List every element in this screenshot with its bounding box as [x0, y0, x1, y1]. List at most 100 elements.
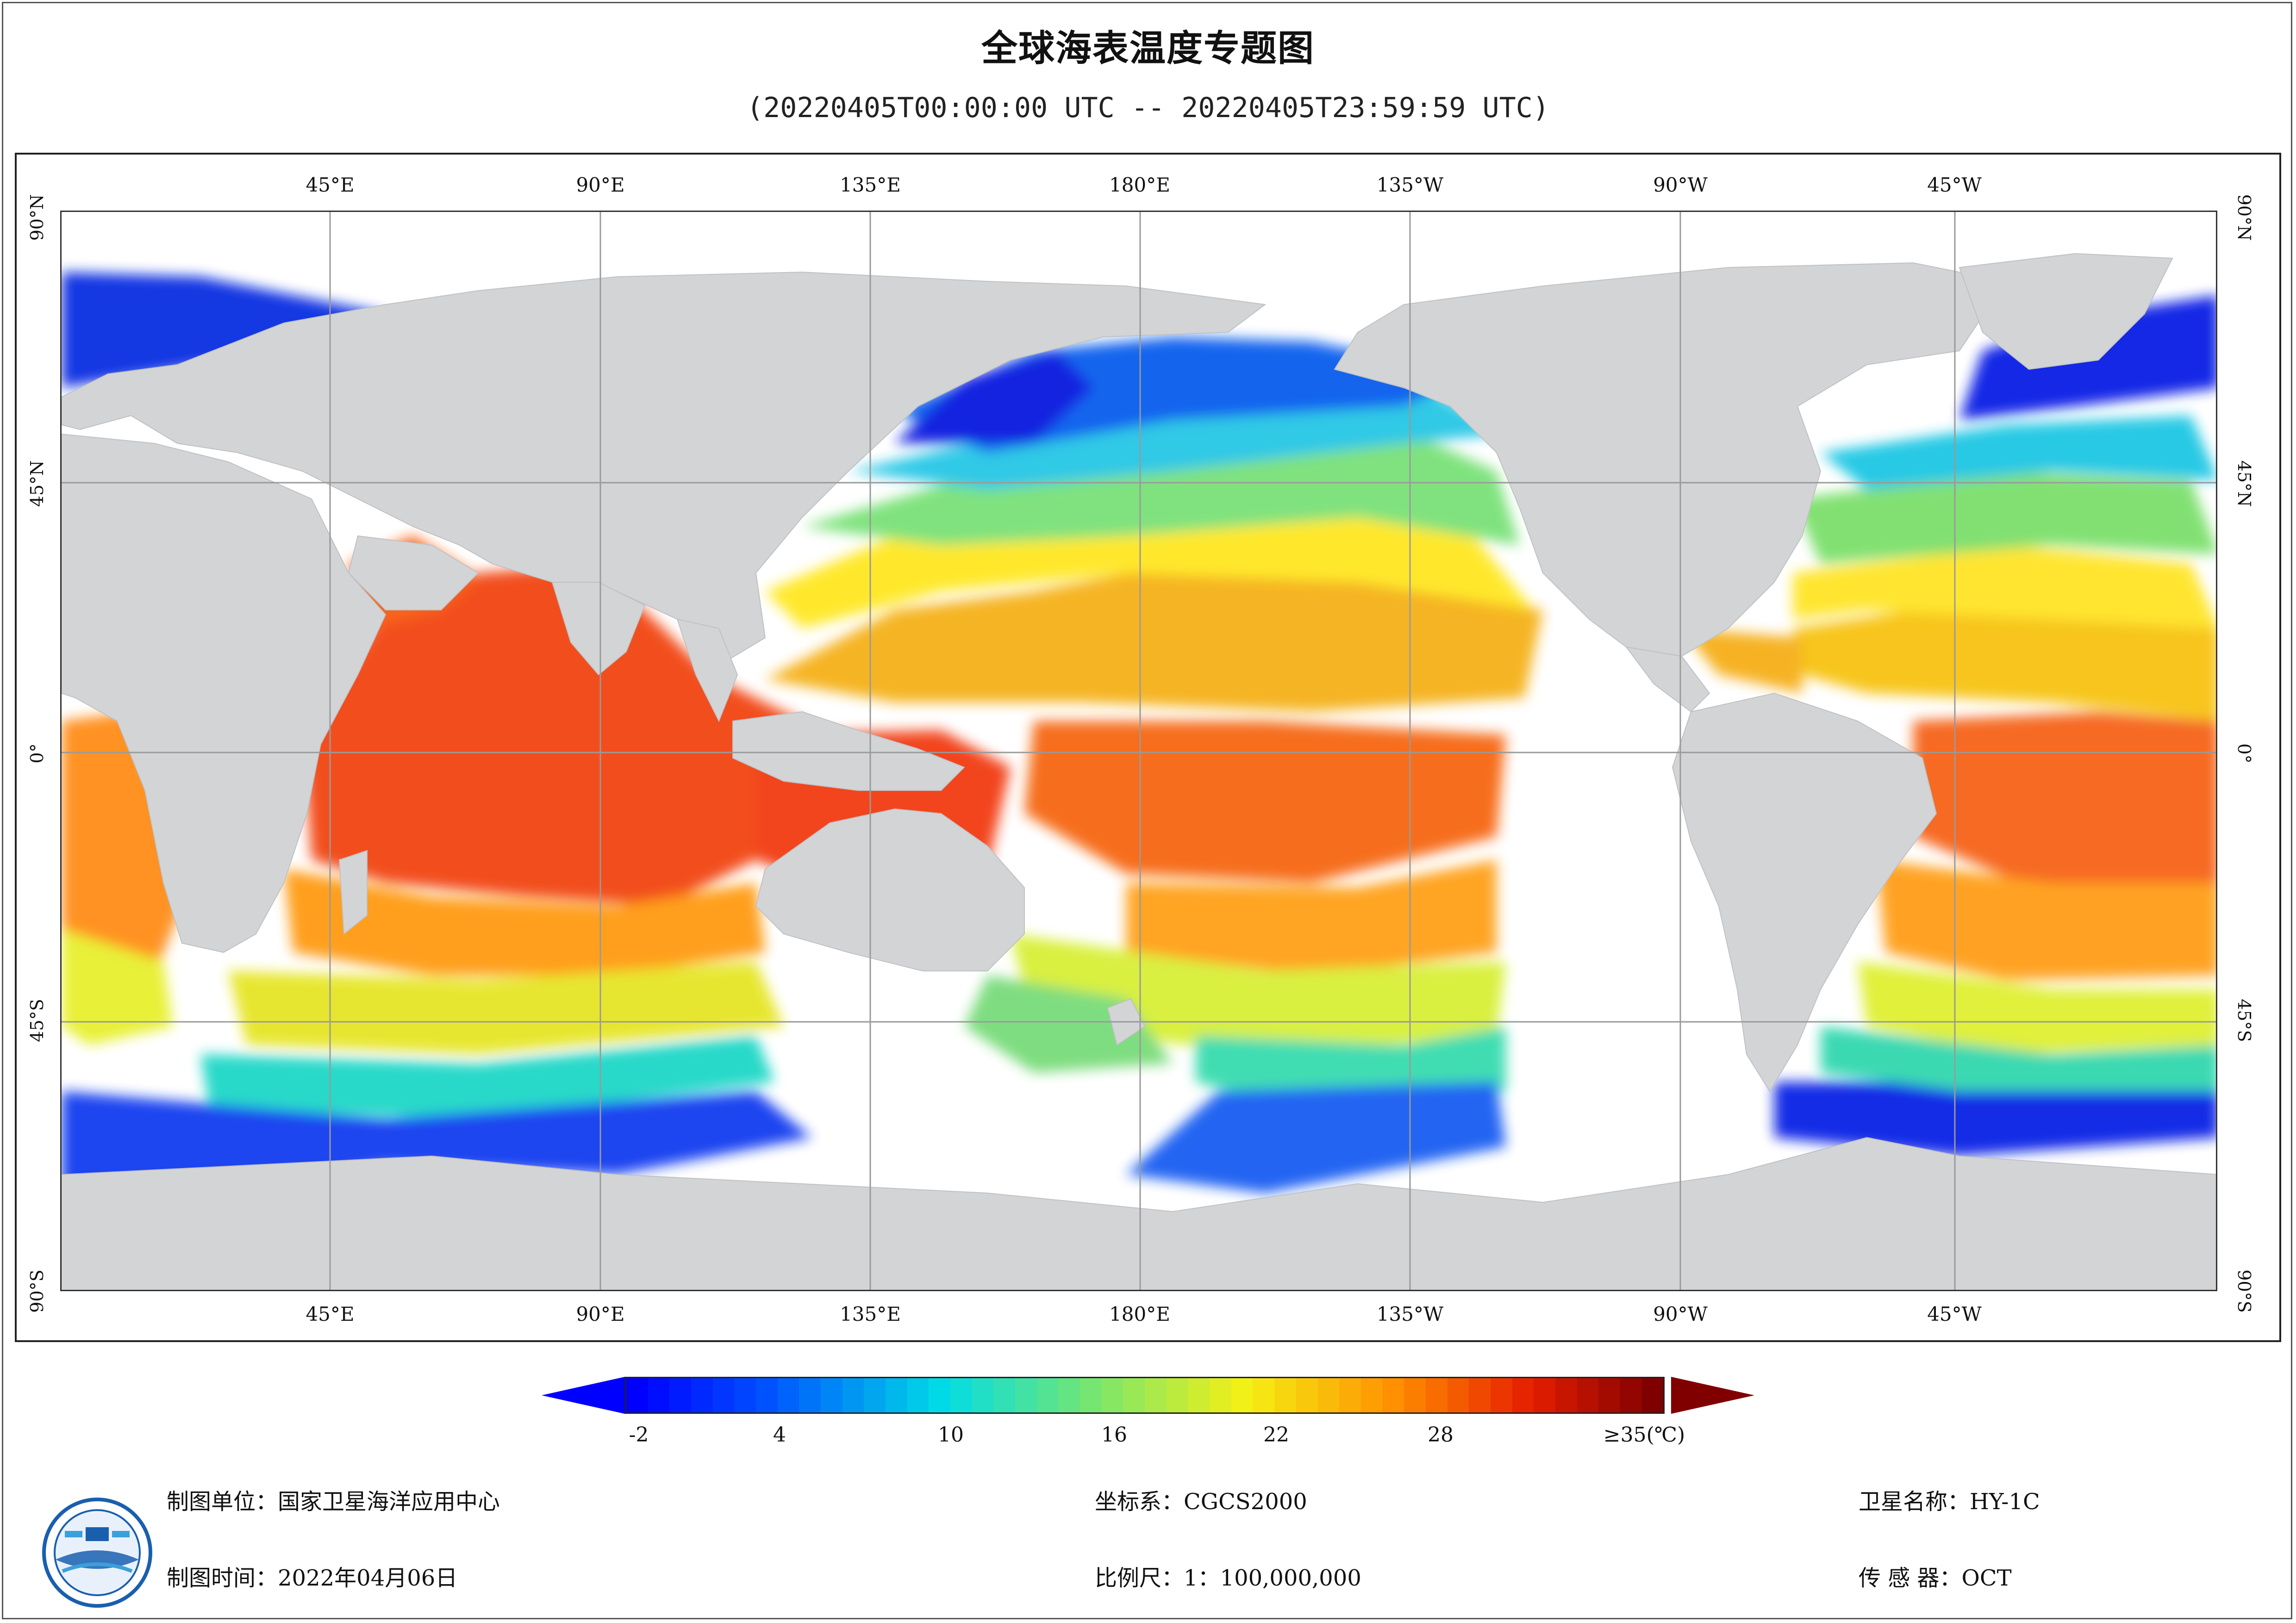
- sst-east-atlantic-south: [62, 929, 173, 1045]
- lon-label-bottom-135w: 135°W: [1376, 1303, 1444, 1325]
- colorbar-cell: [1123, 1378, 1145, 1412]
- colorbar-cell: [648, 1378, 670, 1412]
- sst-tasman: [964, 976, 1173, 1073]
- colorbar-cell: [1036, 1378, 1059, 1412]
- colorbar-cell: [1490, 1378, 1512, 1412]
- footer-satellite: 卫星名称：HY-1C: [1859, 1489, 2040, 1515]
- colorbar-min-arrow: [542, 1377, 625, 1414]
- colorbar-cell: [1382, 1378, 1404, 1412]
- lon-label-top-45w: 45°W: [1927, 174, 1982, 196]
- colorbar-cell: [1360, 1378, 1383, 1412]
- colorbar: [625, 1377, 1665, 1414]
- lat-label-left-0: 0°: [27, 743, 47, 764]
- colorbar-cell: [1145, 1378, 1167, 1412]
- colorbar-tick-label: 28: [1428, 1423, 1454, 1447]
- land-central-america: [1625, 646, 1710, 713]
- sst-south-atlantic-orange: [1876, 860, 2216, 980]
- lon-label-top-90w: 90°W: [1653, 174, 1708, 196]
- lon-label-bottom-90e: 90°E: [576, 1303, 625, 1325]
- colorbar-cell: [1296, 1378, 1318, 1412]
- lat-label-right-45s: 45°S: [2234, 999, 2254, 1042]
- colorbar-cell: [1015, 1378, 1037, 1412]
- sst-field: [62, 272, 2216, 1202]
- colorbar-cell: [1188, 1378, 1210, 1412]
- sst-southern-ocean-pacific: [1126, 1082, 1506, 1193]
- land-africa: [62, 433, 387, 953]
- colorbar-cell: [1339, 1378, 1361, 1412]
- colorbar-tick-label: 22: [1263, 1423, 1289, 1447]
- colorbar-cell: [1317, 1378, 1340, 1412]
- colorbar-cell: [1274, 1378, 1296, 1412]
- colorbar-cell: [626, 1378, 648, 1412]
- footer-producer: 制图单位：国家卫星海洋应用中心: [167, 1489, 500, 1515]
- colorbar-cell: [1210, 1378, 1231, 1412]
- sst-north-atlantic-warm: [1793, 610, 2216, 721]
- colorbar-cell: [1447, 1378, 1469, 1412]
- colorbar-cell: [907, 1378, 929, 1412]
- land-south-america: [1672, 692, 1937, 1092]
- sst-indian-ocean-south: [228, 962, 784, 1054]
- lon-label-top-135e: 135°E: [840, 174, 901, 196]
- colorbar-cell: [1555, 1378, 1577, 1412]
- lat-label-left-45n: 45°N: [27, 460, 47, 507]
- sst-indian-ocean-warm: [302, 564, 849, 906]
- land-india: [551, 582, 646, 676]
- colorbar-cell: [1101, 1378, 1123, 1412]
- colorbar-cell: [1534, 1378, 1555, 1412]
- colorbar-tick-label: -2: [629, 1423, 649, 1447]
- colorbar-tick-label: 16: [1101, 1423, 1127, 1447]
- colorbar-cell: [1641, 1378, 1664, 1412]
- colorbar-tick-label: ≥35(℃): [1603, 1423, 1685, 1447]
- sst-indian-ocean-cool: [200, 1036, 774, 1119]
- colorbar-cell: [993, 1378, 1016, 1412]
- sst-caribbean: [1682, 628, 1802, 693]
- land-madagascar: [338, 850, 368, 935]
- sst-nw-pacific-warm: [765, 564, 1543, 712]
- colorbar-cell: [864, 1378, 886, 1412]
- sst-southern-ocean-atlantic: [1774, 1082, 2216, 1156]
- lon-label-bottom-135e: 135°E: [840, 1303, 901, 1325]
- colorbar-cell: [886, 1378, 907, 1412]
- colorbar-cell: [691, 1378, 713, 1412]
- colorbar-cell: [972, 1378, 994, 1412]
- colorbar-cell: [1469, 1378, 1491, 1412]
- sst-north-atlantic-green: [1793, 471, 2216, 564]
- map-title: 全球海表温度专题图: [981, 28, 1315, 69]
- lat-label-right-0: 0°: [2234, 743, 2254, 764]
- lat-label-left-90n: 90°N: [27, 194, 47, 241]
- lat-label-right-90s: 90°S: [2234, 1269, 2254, 1313]
- colorbar-cell: [799, 1378, 821, 1412]
- land-greenland: [1959, 253, 2173, 370]
- sst-north-atlantic-cyan: [1821, 416, 2216, 490]
- lon-label-bottom-45e: 45°E: [306, 1303, 355, 1325]
- sst-map[interactable]: [60, 211, 2217, 1291]
- colorbar-cell: [734, 1378, 756, 1412]
- colorbar-max-arrow: [1671, 1377, 1754, 1414]
- colorbar-cell: [1620, 1378, 1642, 1412]
- lon-label-top-90e: 90°E: [576, 174, 625, 196]
- colorbar-cell: [1058, 1378, 1080, 1412]
- colorbar-cell: [1166, 1378, 1188, 1412]
- lon-label-top-45e: 45°E: [306, 174, 355, 196]
- colorbar-cell: [1253, 1378, 1275, 1412]
- land-eurasia: [62, 271, 1267, 666]
- colorbar-cell: [821, 1378, 842, 1412]
- nsoas-logo-icon: [42, 1498, 152, 1608]
- sst-norwegian-blue: [62, 272, 386, 388]
- colorbar-cell: [777, 1378, 799, 1412]
- sst-map-canvas: [62, 212, 2216, 1290]
- sst-north-atlantic-yellow: [1793, 545, 2216, 628]
- colorbar-cell: [669, 1378, 692, 1412]
- lat-label-right-45n: 45°N: [2234, 460, 2254, 507]
- colorbar-cell: [1512, 1378, 1534, 1412]
- lat-label-left-45s: 45°S: [27, 999, 47, 1042]
- lon-label-bottom-45w: 45°W: [1927, 1303, 1982, 1325]
- colorbar-cell: [712, 1378, 735, 1412]
- colorbar-cell: [842, 1378, 864, 1412]
- colorbar-cell: [1231, 1378, 1253, 1412]
- map-frame: [15, 153, 2281, 1342]
- map-time-range: (20220405T00:00:00 UTC -- 20220405T23:59…: [747, 92, 1549, 124]
- colorbar-cell: [756, 1378, 778, 1412]
- colorbar-cell: [929, 1378, 951, 1412]
- sst-south-atlantic-green: [1821, 1026, 2216, 1091]
